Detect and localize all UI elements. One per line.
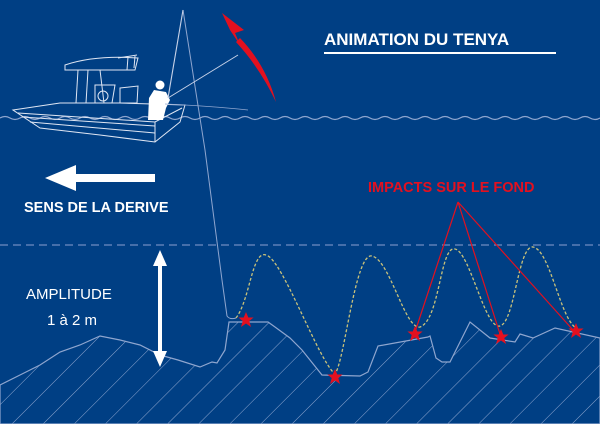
impacts-label: IMPACTS SUR LE FOND <box>368 180 535 196</box>
drift-direction-label: SENS DE LA DERIVE <box>24 200 169 216</box>
seabed <box>0 321 600 424</box>
tenya-path <box>235 246 577 375</box>
boat-icon <box>11 54 186 143</box>
amplitude-value: 1 à 2 m <box>47 312 98 329</box>
impact-star-icon <box>493 329 509 344</box>
impact-star-icon <box>238 312 254 327</box>
title-underline <box>324 52 556 54</box>
impact-star-icon <box>568 323 584 338</box>
fishing-line-surface <box>164 103 249 111</box>
impact-stars <box>238 312 584 384</box>
fishing-rod <box>167 54 239 99</box>
fishing-line <box>182 9 237 320</box>
impact-star-icon <box>327 369 343 384</box>
impact-pointer-lines <box>414 201 574 335</box>
amplitude-arrow-icon <box>153 250 167 367</box>
fisherman-icon <box>148 80 170 120</box>
fishing-rod-bent <box>167 9 184 99</box>
rod-lift-arrow-icon <box>222 13 276 102</box>
drift-arrow-icon <box>45 165 155 191</box>
impact-star-icon <box>407 326 423 341</box>
diagram-title: ANIMATION DU TENYA <box>324 30 510 49</box>
amplitude-label: AMPLITUDE <box>26 286 112 303</box>
